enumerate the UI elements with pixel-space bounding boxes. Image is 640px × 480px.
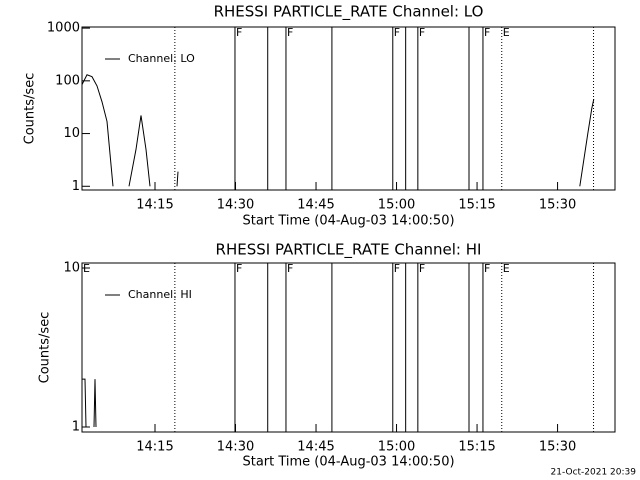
y-tick-label: 1 — [72, 179, 80, 194]
y-axis-label: Counts/sec — [38, 312, 53, 384]
x-axis-label: Start Time (04-Aug-03 14:00:50) — [242, 455, 454, 470]
event-flag: F — [236, 26, 242, 39]
y-tick-label: 1 — [72, 419, 80, 434]
x-axis-label: Start Time (04-Aug-03 14:00:50) — [242, 214, 454, 229]
legend-label: Channel: LO — [128, 52, 195, 65]
x-tick-label: 15:30 — [539, 198, 576, 213]
x-tick-label: 15:15 — [458, 440, 495, 455]
event-flag: F — [419, 26, 425, 39]
event-flag: E — [83, 262, 90, 275]
chart-title: RHESSI PARTICLE_RATE Channel: HI — [216, 241, 482, 260]
x-tick-label: 14:30 — [217, 198, 254, 213]
x-tick-label: 14:30 — [217, 440, 254, 455]
y-tick-label: 100 — [55, 73, 80, 88]
event-flag: F — [394, 262, 400, 275]
event-flag: E — [503, 262, 510, 275]
x-tick-label: 14:45 — [297, 440, 334, 455]
event-flag: F — [287, 262, 293, 275]
legend-label: Channel: HI — [128, 288, 192, 301]
y-tick-label: 10 — [63, 126, 80, 141]
x-tick-label: 14:15 — [136, 198, 173, 213]
x-tick-label: 15:15 — [458, 198, 495, 213]
footer: 21-Oct-2021 20:39 — [551, 468, 637, 478]
event-flag: F — [484, 262, 490, 275]
data-line — [81, 74, 595, 187]
event-flag: F — [287, 26, 293, 39]
event-flag: F — [484, 26, 490, 39]
y-tick-label: 1000 — [47, 21, 80, 36]
chart-title: RHESSI PARTICLE_RATE Channel: LO — [214, 3, 484, 22]
event-flag: F — [419, 262, 425, 275]
plot-frame — [81, 26, 616, 191]
y-axis-label: Counts/sec — [23, 73, 38, 145]
event-flag: E — [503, 26, 510, 39]
x-tick-label: 15:00 — [378, 198, 415, 213]
event-flag: F — [394, 26, 400, 39]
event-flag: F — [236, 262, 242, 275]
x-tick-label: 15:30 — [539, 440, 576, 455]
data-line — [82, 378, 97, 428]
x-tick-label: 14:45 — [297, 198, 334, 213]
y-tick-label: 10 — [63, 260, 80, 275]
x-tick-label: 14:15 — [136, 440, 173, 455]
x-tick-label: 15:00 — [378, 440, 415, 455]
